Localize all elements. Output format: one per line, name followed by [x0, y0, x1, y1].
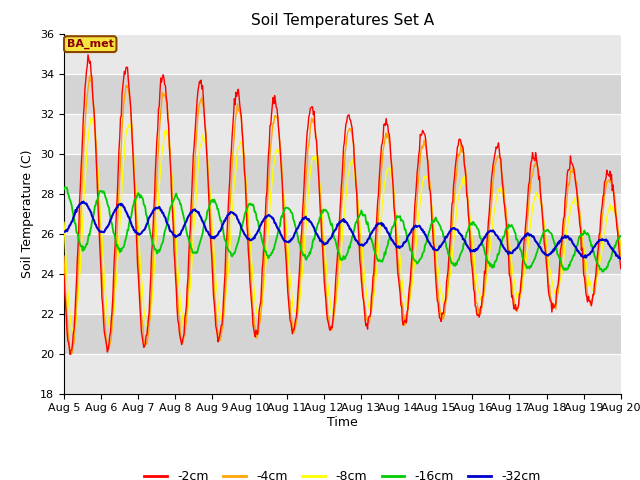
- Bar: [64, 34, 621, 73]
- Bar: [64, 274, 621, 313]
- X-axis label: Time: Time: [327, 416, 358, 429]
- Bar: [64, 193, 621, 234]
- Bar: [64, 73, 621, 114]
- Bar: [64, 154, 621, 193]
- Legend: -2cm, -4cm, -8cm, -16cm, -32cm: -2cm, -4cm, -8cm, -16cm, -32cm: [140, 465, 545, 480]
- Title: Soil Temperatures Set A: Soil Temperatures Set A: [251, 13, 434, 28]
- Y-axis label: Soil Temperature (C): Soil Temperature (C): [22, 149, 35, 278]
- Bar: [64, 313, 621, 354]
- Bar: [64, 234, 621, 274]
- Bar: [64, 354, 621, 394]
- Text: BA_met: BA_met: [67, 39, 114, 49]
- Bar: [64, 114, 621, 154]
